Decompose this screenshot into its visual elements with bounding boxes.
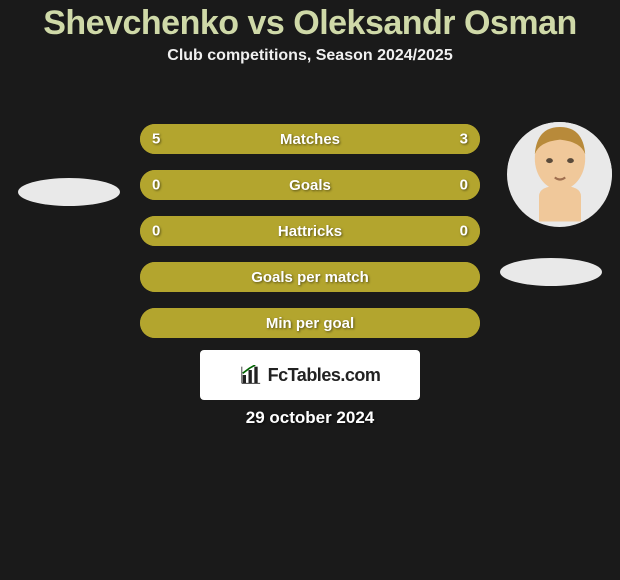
comparison-bars: Matches 5 3 Goals 0 0 Hattricks 0 0 Goals per mat… — [140, 124, 480, 354]
bar-label: Min per goal — [266, 315, 354, 332]
brand-text: FcTables.com — [268, 365, 381, 386]
bar-value-right: 0 — [460, 177, 468, 194]
bar-value-left: 0 — [152, 223, 160, 240]
avatar-right — [507, 122, 612, 227]
bar-value-left: 5 — [152, 131, 160, 148]
bar-label: Goals per match — [251, 269, 369, 286]
bar-label: Hattricks — [278, 223, 342, 240]
bar-label: Goals — [289, 177, 331, 194]
bar-value-left: 0 — [152, 177, 160, 194]
stat-bar: Min per goal — [140, 308, 480, 338]
avatar-shadow-right — [500, 258, 602, 286]
bar-value-right: 3 — [460, 131, 468, 148]
player-face-icon — [507, 122, 612, 222]
bar-label: Matches — [280, 131, 340, 148]
bar-value-right: 0 — [460, 223, 468, 240]
stat-bar: Goals 0 0 — [140, 170, 480, 200]
avatar-shadow-left — [18, 178, 120, 206]
stat-bar: Hattricks 0 0 — [140, 216, 480, 246]
stat-bar: Matches 5 3 — [140, 124, 480, 154]
stat-bar: Goals per match — [140, 262, 480, 292]
bar-fill-right — [310, 170, 480, 200]
bar-chart-icon — [240, 365, 262, 385]
bar-fill-left — [140, 170, 310, 200]
subtitle: Club competitions, Season 2024/2025 — [0, 47, 620, 65]
date-label: 29 october 2024 — [0, 408, 620, 428]
page-title: Shevchenko vs Oleksandr Osman — [0, 0, 620, 43]
brand-badge: FcTables.com — [200, 350, 420, 400]
